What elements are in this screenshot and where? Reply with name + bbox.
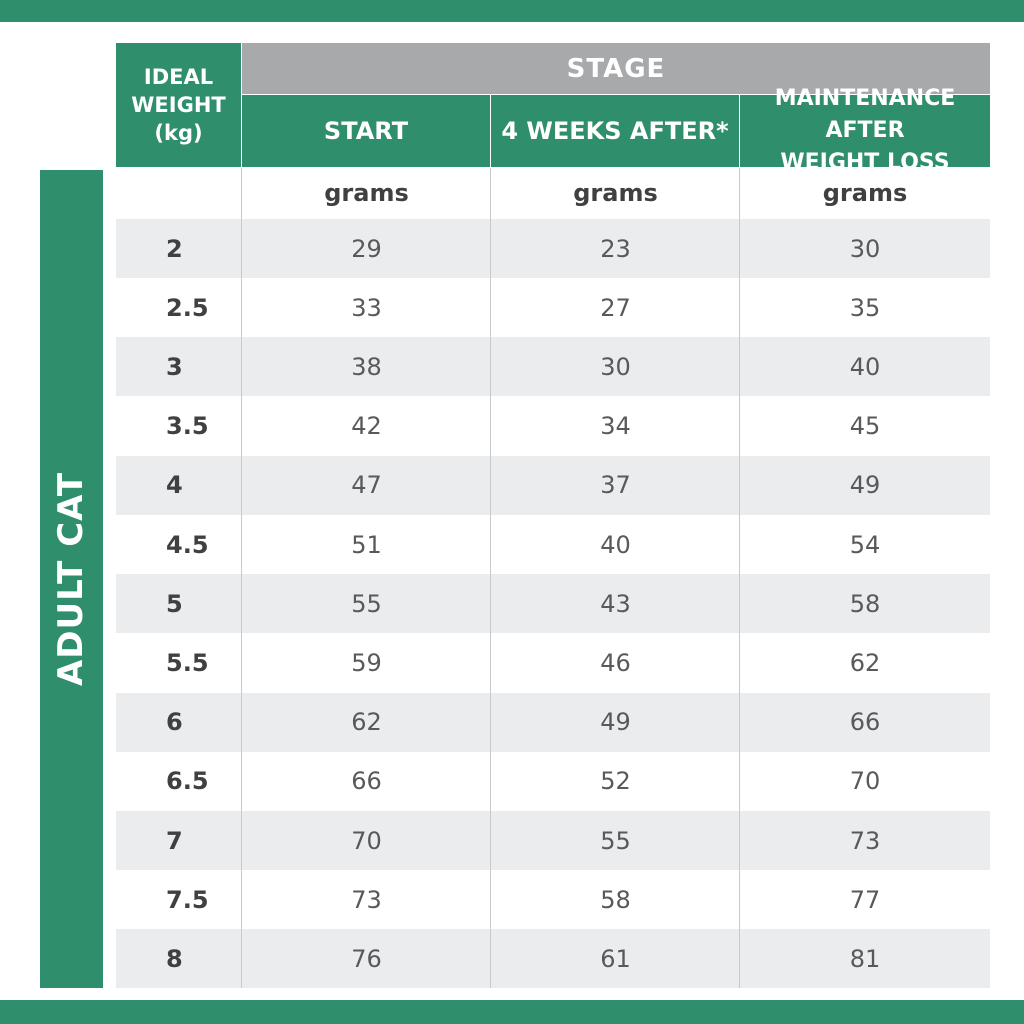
start-cell: 38 bbox=[351, 352, 382, 381]
start-cell: 47 bbox=[351, 471, 382, 500]
table-row: 8 76 61 81 bbox=[116, 929, 990, 989]
four-weeks-cell: 49 bbox=[600, 708, 631, 737]
four-weeks-cell: 46 bbox=[600, 648, 631, 677]
maintenance-cell: 35 bbox=[849, 293, 881, 322]
maintenance-cell: 62 bbox=[849, 648, 881, 677]
maintenance-cell: 45 bbox=[849, 412, 881, 441]
maintenance-cell: 70 bbox=[849, 767, 881, 796]
column-divider bbox=[490, 168, 491, 988]
units-cell-weight bbox=[116, 168, 242, 218]
start-cell: 33 bbox=[351, 293, 382, 322]
weight-cell: 3.5 bbox=[166, 412, 209, 441]
table-row: 2 29 23 30 bbox=[116, 219, 990, 278]
start-cell: 70 bbox=[351, 826, 382, 855]
column-divider bbox=[739, 168, 740, 988]
start-cell: 73 bbox=[351, 885, 382, 914]
maintenance-cell: 40 bbox=[849, 352, 881, 381]
start-cell: 55 bbox=[351, 589, 382, 618]
top-border-bar bbox=[0, 0, 1024, 22]
table-row: 5 55 43 58 bbox=[116, 574, 990, 634]
four-weeks-after-column-header: 4 WEEKS AFTER* bbox=[491, 95, 739, 167]
four-weeks-cell: 58 bbox=[600, 885, 631, 914]
table-row: 6 62 49 66 bbox=[116, 692, 990, 752]
maintenance-cell: 73 bbox=[849, 826, 881, 855]
table-row: 4 47 37 49 bbox=[116, 455, 990, 515]
maintenance-cell: 66 bbox=[849, 708, 881, 737]
table-row: 6.5 66 52 70 bbox=[116, 752, 990, 811]
weight-cell: 8 bbox=[166, 944, 183, 973]
four-weeks-cell: 27 bbox=[600, 293, 631, 322]
table-row: 5.5 59 46 62 bbox=[116, 633, 990, 692]
stage-header: STAGE bbox=[242, 43, 990, 94]
start-cell: 62 bbox=[351, 708, 382, 737]
adult-cat-side-label: ADULT CAT bbox=[40, 170, 103, 988]
table-row: 7 70 55 73 bbox=[116, 811, 990, 870]
weight-cell: 4 bbox=[166, 471, 183, 500]
start-column-header: START bbox=[242, 95, 490, 167]
weight-cell: 5.5 bbox=[166, 648, 209, 677]
start-cell: 66 bbox=[351, 767, 382, 796]
weight-cell: 2 bbox=[166, 234, 183, 263]
table-row: 4.5 51 40 54 bbox=[116, 515, 990, 574]
weight-cell: 6.5 bbox=[166, 767, 209, 796]
start-cell: 76 bbox=[351, 944, 382, 973]
maintenance-cell: 49 bbox=[849, 471, 881, 500]
weight-cell: 2.5 bbox=[166, 293, 209, 322]
table-row: 3.5 42 34 45 bbox=[116, 397, 990, 456]
weight-cell: 7.5 bbox=[166, 885, 209, 914]
four-weeks-cell: 23 bbox=[600, 234, 631, 263]
maintenance-cell: 30 bbox=[849, 234, 881, 263]
four-weeks-cell: 40 bbox=[600, 530, 631, 559]
maintenance-cell: 54 bbox=[849, 530, 881, 559]
maintenance-column-header: MAINTENANCE AFTER WEIGHT LOSS bbox=[740, 86, 990, 175]
bottom-border-bar bbox=[0, 1000, 1024, 1024]
maintenance-cell: 77 bbox=[849, 885, 881, 914]
side-label-text: ADULT CAT bbox=[51, 471, 92, 687]
four-weeks-cell: 55 bbox=[600, 826, 631, 855]
weight-cell: 6 bbox=[166, 708, 183, 737]
four-weeks-cell: 30 bbox=[600, 352, 631, 381]
units-row: grams grams grams bbox=[116, 168, 990, 218]
start-cell: 51 bbox=[351, 530, 382, 559]
start-cell: 42 bbox=[351, 412, 382, 441]
table-row: 2.5 33 27 35 bbox=[116, 278, 990, 337]
weight-cell: 4.5 bbox=[166, 530, 209, 559]
units-cell-start: grams bbox=[324, 179, 409, 207]
weight-cell: 7 bbox=[166, 826, 183, 855]
table-row: 3 38 30 40 bbox=[116, 337, 990, 397]
maintenance-cell: 58 bbox=[849, 589, 881, 618]
start-cell: 29 bbox=[351, 234, 382, 263]
four-weeks-cell: 61 bbox=[600, 944, 631, 973]
four-weeks-cell: 43 bbox=[600, 589, 631, 618]
four-weeks-cell: 34 bbox=[600, 412, 631, 441]
weight-cell: 5 bbox=[166, 589, 183, 618]
ideal-weight-header: IDEAL WEIGHT (kg) bbox=[116, 43, 241, 167]
start-cell: 59 bbox=[351, 648, 382, 677]
four-weeks-cell: 37 bbox=[600, 471, 631, 500]
four-weeks-cell: 52 bbox=[600, 767, 631, 796]
maintenance-cell: 81 bbox=[849, 944, 881, 973]
table-row: 7.5 73 58 77 bbox=[116, 870, 990, 929]
weight-cell: 3 bbox=[166, 352, 183, 381]
units-cell-maintenance: grams bbox=[822, 179, 908, 207]
column-divider bbox=[241, 168, 242, 988]
units-cell-four-weeks: grams bbox=[573, 179, 658, 207]
